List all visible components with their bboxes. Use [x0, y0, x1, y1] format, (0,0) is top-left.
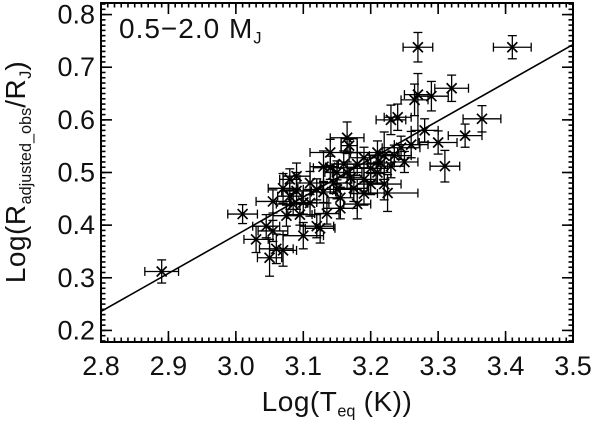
x-tick-label: 3.2: [352, 351, 390, 381]
data-point-marker: [324, 146, 336, 159]
data-point-marker: [284, 190, 296, 202]
data-point-marker: [156, 265, 168, 278]
data-point-marker: [304, 177, 316, 189]
data-point-marker: [439, 160, 451, 172]
y-tick-label: 0.8: [57, 0, 95, 30]
data-point-marker: [476, 113, 488, 125]
data-point-marker: [267, 195, 279, 208]
y-tick-label: 0.4: [57, 210, 95, 240]
y-tick-label: 0.3: [57, 263, 95, 293]
data-point-marker: [280, 210, 293, 222]
data-point-marker: [351, 198, 363, 210]
data-point-marker: [297, 230, 309, 242]
x-axis-title: Log(Teq (K)): [262, 386, 413, 422]
data-point-marker: [358, 152, 370, 164]
data-point-marker: [432, 136, 444, 149]
x-tick-label: 2.9: [150, 351, 188, 381]
data-point-marker: [385, 114, 397, 126]
data-point-marker: [446, 82, 458, 94]
data-point-marker: [343, 140, 355, 152]
boxed-point-outline: [340, 137, 358, 154]
x-tick-label: 2.8: [82, 351, 120, 381]
y-title-text-2: /R: [0, 78, 32, 108]
y-title-subscript: adjusted_obs: [16, 107, 35, 205]
data-point-marker: [270, 243, 282, 255]
data-point-marker: [321, 207, 333, 220]
data-point-marker: [331, 183, 343, 195]
data-point-marker: [412, 41, 424, 53]
data-point-marker: [236, 208, 249, 220]
data-point-marker: [459, 130, 471, 142]
y-title-text: Log(R: [0, 204, 32, 284]
data-point-marker: [317, 186, 330, 198]
data-point-marker: [392, 111, 404, 123]
x-tick-label: 3.4: [487, 351, 525, 381]
y-axis-title: Log(Radjusted_obs/RJ): [0, 61, 36, 283]
data-point-marker: [334, 192, 346, 204]
data-point-marker: [277, 182, 289, 194]
data-point-marker: [260, 220, 272, 232]
annotation-subscript: J: [253, 29, 262, 48]
x-title-text-2: (K)): [355, 386, 413, 417]
data-point-marker: [506, 41, 518, 53]
x-tick-label: 3.0: [217, 351, 255, 381]
x-title-subscript: eq: [337, 402, 356, 421]
data-point-marker: [398, 156, 411, 168]
y-title-text-3: ): [0, 60, 32, 71]
data-point-marker: [250, 233, 262, 245]
data-point-marker: [419, 124, 431, 136]
x-tick-label: 3.5: [554, 351, 592, 381]
x-tick-label: 3.3: [419, 351, 457, 381]
data-point-marker: [344, 172, 357, 184]
mass-range-annotation: 0.5−2.0 MJ: [119, 13, 261, 49]
x-title-text: Log(T: [261, 386, 338, 417]
data-point-marker: [365, 162, 377, 174]
data-point-marker: [425, 90, 438, 102]
y-tick-label: 0.2: [57, 315, 95, 345]
data-point-marker: [358, 173, 370, 185]
y-title-subscript-2: J: [16, 70, 35, 79]
data-point-marker: [267, 225, 279, 237]
y-tick-label: 0.7: [57, 52, 95, 82]
data-point-marker: [381, 187, 394, 199]
x-tick-label: 3.1: [285, 351, 323, 381]
y-tick-label: 0.5: [57, 158, 95, 188]
data-point-marker: [290, 185, 303, 197]
data-point-marker: [277, 244, 289, 257]
data-point-marker: [314, 222, 326, 234]
data-point-marker: [263, 252, 276, 264]
annotation-text: 0.5−2.0 M: [119, 13, 254, 44]
y-tick-label: 0.6: [57, 105, 95, 135]
data-point-marker: [405, 138, 417, 151]
